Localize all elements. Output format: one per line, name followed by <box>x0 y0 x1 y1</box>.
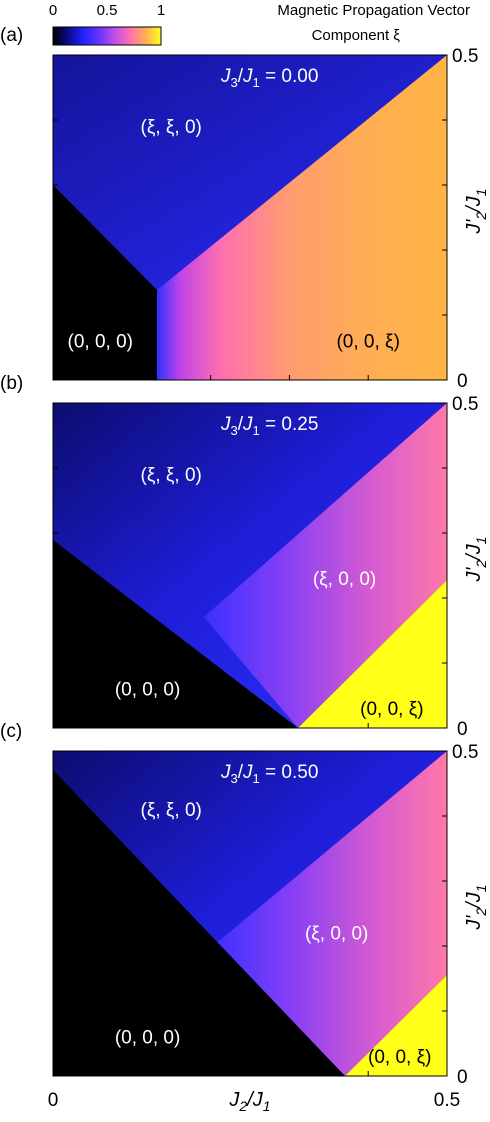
panel-a-phase-label-1: (0, 0, 0) <box>68 332 133 353</box>
panel-b-phase-label-3: (0, 0, ξ) <box>360 699 423 720</box>
panel-b-axial-region <box>298 580 447 728</box>
panel-c-origin-region <box>53 770 345 1076</box>
panel-b-y-axis-label: J'2/J1 <box>463 537 489 583</box>
panel-c-y-axis-label: J'2/J1 <box>463 885 489 931</box>
colorbar-tick-1: 1 <box>157 2 165 19</box>
panel-b <box>52 402 448 729</box>
colorbar: 0 0.5 1 Magnetic Propagation Vector Comp… <box>49 2 470 46</box>
panel-a-title: J3/J1 = 0.00 <box>220 66 318 90</box>
panel-b-y-tick-05: 0.5 <box>452 394 478 415</box>
panel-b-origin-region <box>53 540 298 728</box>
panel-b-phase-label-1: (ξ, 0, 0) <box>313 569 376 590</box>
panel-a-xixi0-region <box>53 55 447 290</box>
panel-b-xi00-region <box>204 403 447 728</box>
x-axis: 0 0.5 J2/J1 <box>48 1089 461 1114</box>
panel-b-label: (b) <box>0 373 23 394</box>
panel-a-origin-region <box>53 185 157 380</box>
panel-c-phase-label-0: (ξ, ξ, 0) <box>141 800 202 821</box>
panel-c-xi00-region <box>213 751 447 1076</box>
panel-a-frame <box>52 54 448 381</box>
x-tick-0: 0 <box>48 1090 59 1111</box>
panel-b-y-tick-0: 0 <box>457 719 468 740</box>
panel-c-phase-label-2: (0, 0, 0) <box>115 1028 180 1049</box>
annotations: (a) J3/J1 = 0.00 (ξ, ξ, 0) (0, 0, 0) (0, 0, … <box>0 25 489 1088</box>
colorbar-title-line2: Component ξ <box>312 27 401 44</box>
panel-a-phase-label-2: (0, 0, ξ) <box>336 332 399 353</box>
panel-a-phase-label-0: (ξ, ξ, 0) <box>141 117 202 138</box>
panel-b-frame <box>52 402 448 729</box>
panel-c-y-tick-0: 0 <box>457 1067 468 1088</box>
panel-c-frame <box>52 750 448 1077</box>
panel-a-label: (a) <box>0 25 23 46</box>
colorbar-tick-0: 0 <box>49 2 57 19</box>
x-axis-label: J2/J1 <box>228 1089 270 1114</box>
panel-b-phase-label-2: (0, 0, 0) <box>115 680 180 701</box>
panel-a-y-tick-05: 0.5 <box>452 46 478 67</box>
panel-c-label: (c) <box>0 721 22 742</box>
panel-c-phase-label-1: (ξ, 0, 0) <box>305 924 368 945</box>
colorbar-title-line1: Magnetic Propagation Vector <box>277 2 470 19</box>
panel-b-phase-label-0: (ξ, ξ, 0) <box>141 465 202 486</box>
panel-a <box>52 54 448 381</box>
panel-c-title: J3/J1 = 0.50 <box>220 762 318 786</box>
colorbar-bar <box>52 26 162 46</box>
panel-c-phase-label-3: (0, 0, ξ) <box>368 1047 431 1068</box>
panel-a-y-tick-0: 0 <box>457 371 468 392</box>
colorbar-tick-half: 0.5 <box>97 2 118 19</box>
panel-c <box>52 750 448 1077</box>
panel-a-axial-region <box>157 55 447 380</box>
panel-c-y-tick-05: 0.5 <box>452 742 478 763</box>
x-tick-05: 0.5 <box>434 1090 460 1111</box>
panel-a-y-axis-label: J'2/J1 <box>463 189 489 235</box>
panel-b-title: J3/J1 = 0.25 <box>220 414 318 438</box>
panel-c-axial-region <box>345 975 447 1076</box>
